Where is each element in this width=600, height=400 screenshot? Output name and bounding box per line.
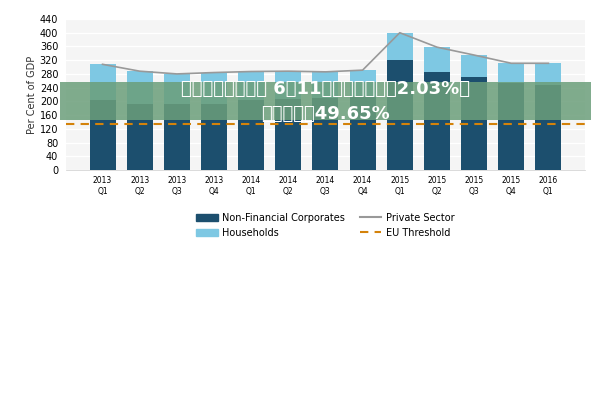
Bar (238, 72, 264, 100)
Bar (424, 47, 450, 72)
Private Sector (136, 69, 143, 74)
Bar (535, 85, 562, 170)
Private Sector (508, 61, 515, 66)
Bar (164, 104, 190, 170)
Bar (89, 100, 116, 170)
Private Sector (99, 62, 106, 67)
Bar (424, 72, 450, 170)
Bar (387, 33, 413, 60)
Bar (461, 77, 487, 170)
Bar (275, 99, 301, 170)
Text: 配资网络炒股平台 6月11日微詯转唇上涨2.03%，
转股溢价甁49.65%: 配资网络炒股平台 6月11日微詯转唇上涨2.03%， 转股溢价甁49.65% (181, 80, 470, 123)
Bar (127, 71, 152, 104)
EU Threshold (99, 122, 106, 127)
Bar (313, 98, 338, 170)
Bar (387, 60, 413, 170)
Bar (498, 83, 524, 170)
EU Threshold (136, 122, 143, 127)
Bar (275, 71, 301, 99)
Private Sector (359, 68, 366, 72)
Bar (535, 63, 562, 85)
Bar (313, 72, 338, 98)
Y-axis label: Per Cent of GDP: Per Cent of GDP (27, 55, 37, 134)
Private Sector (433, 45, 440, 50)
Private Sector (285, 69, 292, 74)
Private Sector (470, 53, 478, 58)
Bar (127, 104, 152, 170)
Bar (164, 74, 190, 104)
Bar (461, 55, 487, 77)
Bar (350, 97, 376, 170)
Private Sector (173, 72, 181, 76)
Bar (350, 70, 376, 97)
Bar (238, 100, 264, 170)
Private Sector (248, 69, 255, 74)
Private Sector (322, 70, 329, 74)
Private Sector (396, 30, 403, 35)
Bar (498, 63, 524, 83)
Legend: Non-Financial Corporates, Households, Private Sector, EU Threshold: Non-Financial Corporates, Households, Pr… (196, 213, 455, 238)
Bar (201, 72, 227, 104)
Line: Private Sector: Private Sector (103, 33, 548, 74)
Private Sector (545, 61, 552, 66)
Private Sector (211, 70, 218, 75)
Bar (89, 64, 116, 100)
Bar (201, 104, 227, 170)
